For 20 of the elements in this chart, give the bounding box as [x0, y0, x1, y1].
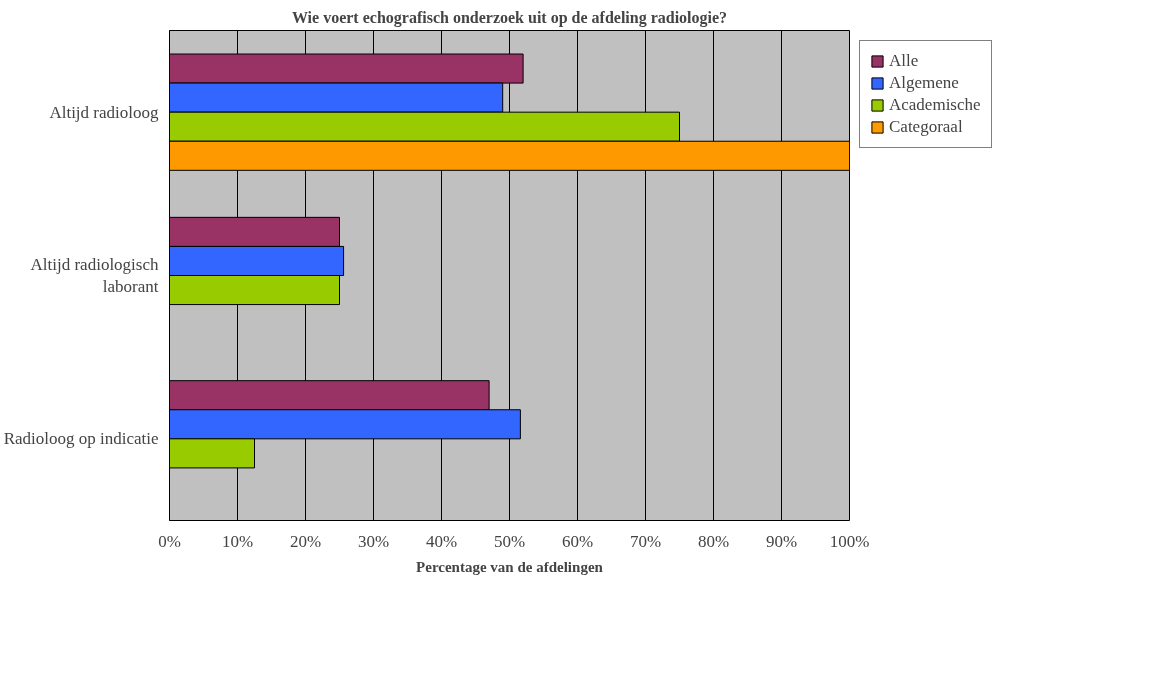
- x-tick-label: 30%: [357, 531, 390, 551]
- x-tick-label: 100%: [829, 531, 870, 551]
- y-tick-label: Radioloog op indicatie: [3, 429, 159, 449]
- legend-label: Categoraal: [889, 117, 963, 137]
- x-tick-label: 70%: [629, 531, 662, 551]
- y-tick-label: Altijd radiologisch laborant: [30, 254, 159, 297]
- x-tick-label: 80%: [697, 531, 730, 551]
- x-axis-title: Percentage van de afdelingen: [416, 558, 604, 575]
- x-tick-label: 50%: [493, 531, 526, 551]
- x-tick-label: 60%: [561, 531, 594, 551]
- x-tick-label: 90%: [765, 531, 798, 551]
- x-tick-label: 0%: [158, 531, 181, 551]
- legend-label: Academische: [889, 95, 981, 115]
- chart-title: Wie voert echografisch onderzoek uit op de afdeling radiologie?: [291, 8, 728, 27]
- x-tick-label: 10%: [221, 531, 254, 551]
- legend-label: Algemene: [889, 73, 959, 93]
- y-tick-label: Altijd radioloog: [49, 102, 159, 122]
- x-tick-label: 40%: [425, 531, 458, 551]
- legend-label: Alle: [889, 51, 919, 71]
- x-tick-label: 20%: [289, 531, 322, 551]
